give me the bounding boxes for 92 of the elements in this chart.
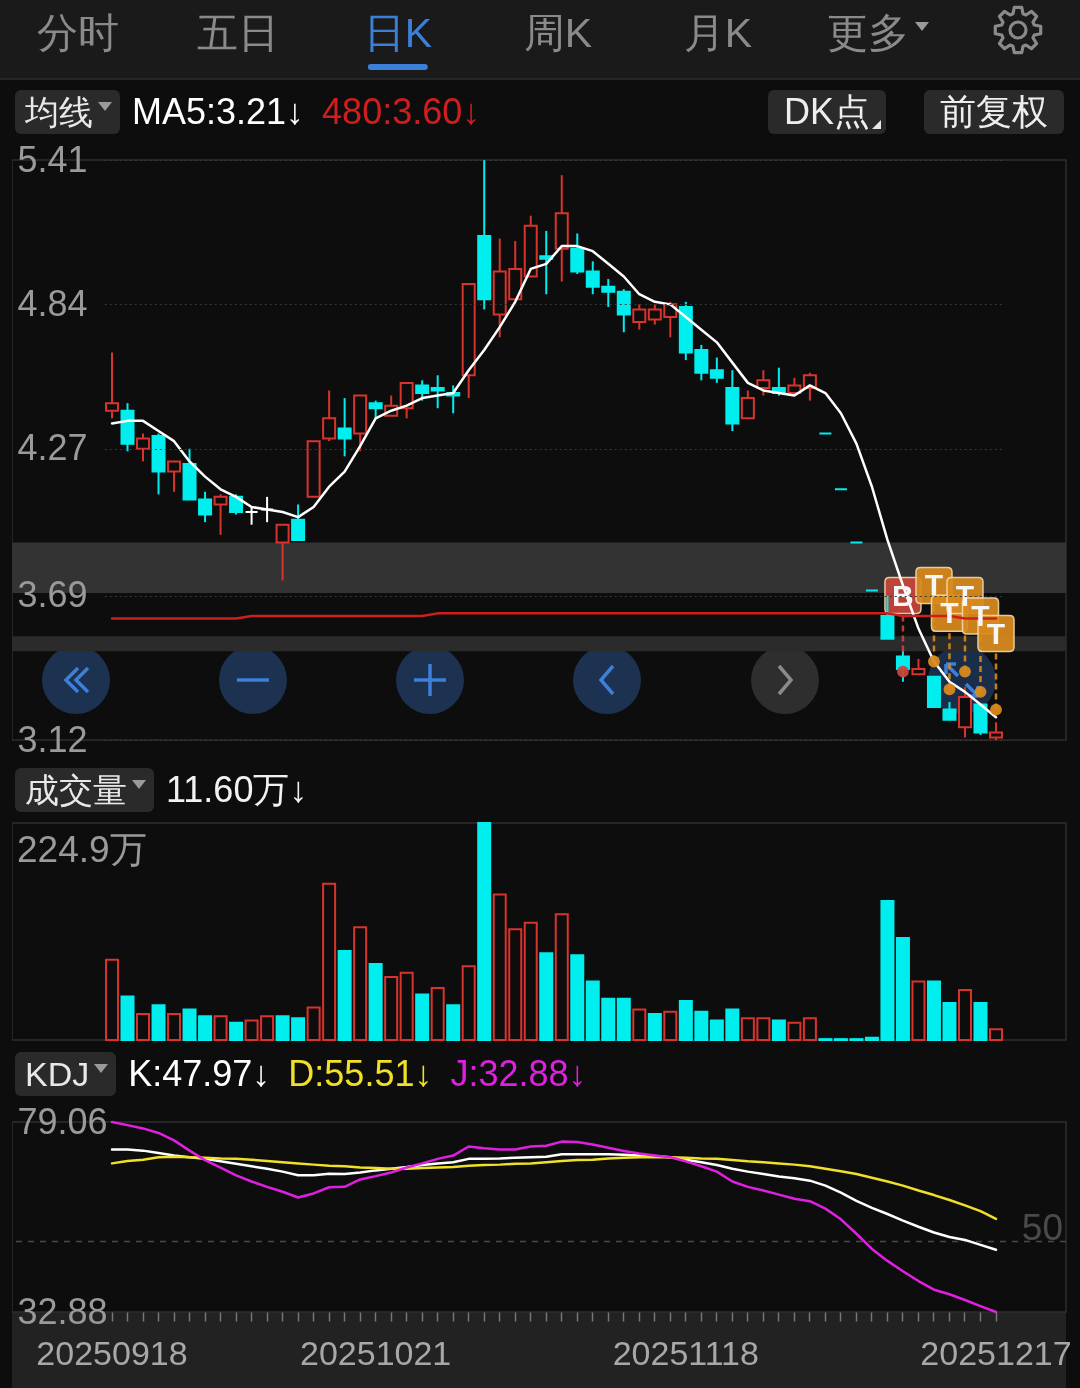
series-label: D:55.51↓ xyxy=(288,1052,433,1096)
bar xyxy=(570,954,585,1041)
bar xyxy=(539,952,554,1041)
candlestick xyxy=(756,369,771,397)
point xyxy=(928,655,940,668)
y-tick-label: 3.12 xyxy=(17,718,88,760)
bar xyxy=(911,980,926,1041)
candlestick xyxy=(430,374,445,410)
bar xyxy=(337,950,352,1041)
candlestick xyxy=(632,303,647,331)
ref-line-label: 50 xyxy=(1021,1206,1063,1248)
bar xyxy=(787,1021,802,1041)
bar xyxy=(151,1004,166,1041)
text: 480:3.60↓ xyxy=(322,90,481,134)
bar xyxy=(167,1012,182,1041)
candlestick xyxy=(213,493,228,536)
bar xyxy=(430,986,445,1041)
bar xyxy=(446,1004,461,1041)
candlestick xyxy=(136,432,151,463)
chart-title: 均线 xyxy=(25,92,93,133)
bar xyxy=(213,1015,228,1041)
point xyxy=(990,703,1002,716)
bar xyxy=(477,822,492,1041)
point xyxy=(959,665,971,678)
data-label: T xyxy=(924,568,944,602)
point xyxy=(974,685,987,698)
point xyxy=(897,665,909,678)
bar xyxy=(229,1021,244,1041)
line-series xyxy=(110,1155,998,1221)
y-tick-label: 5.41 xyxy=(17,138,88,180)
chart-title: 成交量 xyxy=(25,770,127,811)
candlestick xyxy=(415,379,430,402)
y-tick-label: 3.69 xyxy=(17,574,88,616)
candlestick xyxy=(740,389,755,420)
y-tick-label: 32.88 xyxy=(17,1290,108,1332)
bar xyxy=(895,937,910,1041)
series-label: K:47.97↓ xyxy=(128,1052,271,1096)
candlestick xyxy=(229,493,244,516)
series-label: J:32.88↓ xyxy=(450,1052,587,1096)
candlestick xyxy=(616,288,631,334)
bar xyxy=(368,963,383,1041)
chart-title: KDJ xyxy=(25,1054,90,1095)
bar xyxy=(973,1002,988,1041)
bar xyxy=(663,1010,678,1041)
text: 周K xyxy=(523,9,593,58)
bar xyxy=(771,1019,786,1041)
candlestick xyxy=(709,356,724,384)
text: 五日 xyxy=(197,9,279,58)
annotation: 224.9万 xyxy=(17,829,147,870)
x-tick-label: 20251217 xyxy=(920,1333,1072,1372)
bar xyxy=(399,971,414,1041)
point xyxy=(943,683,956,696)
bar xyxy=(353,926,368,1041)
bar xyxy=(523,921,538,1041)
candlestick xyxy=(291,503,306,541)
text: MA5:3.21↓ xyxy=(132,90,305,134)
data-label: T xyxy=(986,616,1006,650)
bar xyxy=(415,993,430,1041)
bar xyxy=(105,958,119,1041)
candlestick xyxy=(570,232,585,275)
bar xyxy=(461,965,476,1041)
text: 前复权 xyxy=(940,90,1048,134)
y-tick-label: 4.27 xyxy=(17,427,88,469)
line-series xyxy=(110,1120,998,1314)
text: 11.60万↓ xyxy=(166,768,308,812)
text: 月K xyxy=(683,9,753,58)
bar xyxy=(802,1017,817,1041)
candlestick xyxy=(337,397,352,458)
x-tick-label: 20250918 xyxy=(36,1333,188,1372)
x-tick-label: 20251118 xyxy=(612,1333,759,1372)
bar xyxy=(136,1012,151,1041)
candlestick xyxy=(167,460,182,493)
bar xyxy=(384,976,399,1041)
candlestick xyxy=(322,389,337,443)
candlestick xyxy=(275,523,290,582)
bar xyxy=(957,989,972,1041)
bar xyxy=(616,997,631,1041)
x-tick-label: 20251021 xyxy=(300,1333,452,1372)
text: 更多 xyxy=(827,9,909,58)
text: 日K xyxy=(363,9,433,58)
text: 分时 xyxy=(37,9,119,58)
text: DK点 xyxy=(783,90,870,134)
bar xyxy=(989,1028,1003,1041)
y-tick-label: 79.06 xyxy=(17,1100,108,1142)
bar xyxy=(647,1012,662,1041)
candlestick xyxy=(539,229,554,296)
candlestick xyxy=(105,351,119,420)
bar xyxy=(632,1008,647,1041)
bar xyxy=(554,913,569,1041)
bar xyxy=(120,995,135,1041)
y-tick-label: 4.84 xyxy=(17,282,88,324)
candlestick xyxy=(880,594,895,640)
